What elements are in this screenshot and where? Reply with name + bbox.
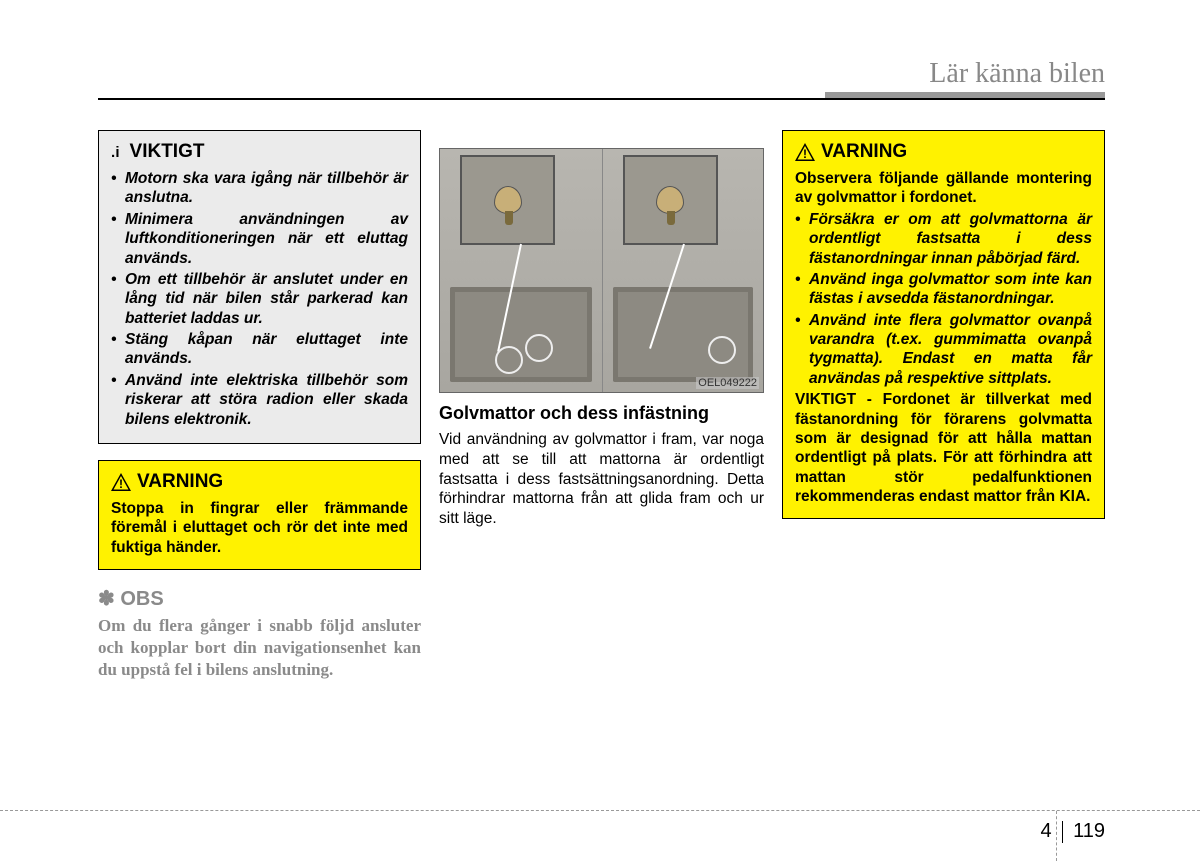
- viktigt-title-row: . i VIKTIGT: [111, 141, 408, 163]
- bottom-dotted-rule: [0, 810, 1200, 811]
- varning-text-1: Stoppa in fingrar eller främmande föremå…: [111, 499, 408, 557]
- section-body: Vid användning av golvmattor i fram, var…: [439, 430, 764, 529]
- varning-item: Använd inga golvmattor som inte kan fäst…: [795, 270, 1092, 309]
- inset-b: [623, 155, 718, 245]
- target-a1: [525, 334, 553, 362]
- knob-a: [494, 186, 522, 214]
- mat-shape: [450, 287, 592, 382]
- figure-type-a: ■ Typ A: [440, 149, 602, 392]
- figure-code: OEL049222: [696, 377, 759, 389]
- obs-title: OBS: [120, 588, 163, 610]
- knob-b: [656, 186, 684, 214]
- page-number-value: 119: [1073, 820, 1105, 843]
- varning-intro: Observera följande gällande montering av…: [795, 169, 1092, 208]
- page-header-title: Lär känna bilen: [929, 58, 1105, 90]
- obs-body: Om du flera gånger i snabb följd anslute…: [98, 615, 421, 681]
- column-1: . i VIKTIGT Motorn ska vara igång när ti…: [98, 130, 421, 681]
- viktigt-box: . i VIKTIGT Motorn ska vara igång när ti…: [98, 130, 421, 444]
- page-num-separator: [1062, 821, 1064, 843]
- varning-item: Försäkra er om att golvmattorna är orden…: [795, 210, 1092, 268]
- varning-item: Använd inte flera golvmattor ovanpå vara…: [795, 311, 1092, 389]
- varning-title-row: ! VARNING: [111, 471, 408, 493]
- varning-box-1: ! VARNING Stoppa in fingrar eller främma…: [98, 460, 421, 570]
- viktigt-item: Om ett tillbehör är anslutet under en lå…: [111, 270, 408, 328]
- svg-text:!: !: [119, 477, 123, 491]
- column-2: ■ Typ A ■ Typ B OEL049222 Golvmattor och: [439, 130, 764, 681]
- svg-text:!: !: [803, 147, 807, 161]
- inset-a: [460, 155, 555, 245]
- obs-title-row: ✽ OBS: [98, 586, 421, 611]
- info-icon: . i: [111, 144, 118, 161]
- varning-title-2: VARNING: [821, 141, 907, 163]
- page-number: 4 119: [1040, 820, 1105, 843]
- floor-mat-figure: ■ Typ A ■ Typ B OEL049222: [439, 148, 764, 393]
- mat-shape: [613, 287, 754, 382]
- header-rule: [98, 98, 1105, 100]
- warning-icon: !: [795, 143, 815, 161]
- figure-type-b: ■ Typ B: [602, 149, 764, 392]
- viktigt-list: Motorn ska vara igång när tillbehör är a…: [111, 169, 408, 429]
- viktigt-item: Stäng kåpan när eluttaget inte används.: [111, 330, 408, 369]
- obs-section: ✽ OBS Om du flera gånger i snabb följd a…: [98, 586, 421, 681]
- figure-wrap: ■ Typ A ■ Typ B OEL049222: [439, 148, 764, 393]
- varning-box-2: ! VARNING Observera följande gällande mo…: [782, 130, 1105, 519]
- warning-icon: !: [111, 473, 131, 491]
- section-heading: Golvmattor och dess infästning: [439, 403, 764, 424]
- content-columns: . i VIKTIGT Motorn ska vara igång när ti…: [98, 130, 1105, 681]
- viktigt-item: Motorn ska vara igång när tillbehör är a…: [111, 169, 408, 208]
- varning-title-1: VARNING: [137, 471, 223, 493]
- viktigt-item: Använd inte elektriska tillbehör som ris…: [111, 371, 408, 429]
- asterisk-icon: ✽: [98, 588, 120, 610]
- varning-list: Försäkra er om att golvmattorna är orden…: [795, 210, 1092, 388]
- column-3: ! VARNING Observera följande gällande mo…: [782, 130, 1105, 681]
- varning-title-row-2: ! VARNING: [795, 141, 1092, 163]
- varning-footer: VIKTIGT - Fordonet är tillverkat med fäs…: [795, 390, 1092, 506]
- viktigt-title: VIKTIGT: [130, 141, 205, 163]
- target-b1: [708, 336, 736, 364]
- target-a2: [495, 346, 523, 374]
- chapter-number: 4: [1040, 820, 1051, 843]
- viktigt-item: Minimera användningen av luftkonditioner…: [111, 210, 408, 268]
